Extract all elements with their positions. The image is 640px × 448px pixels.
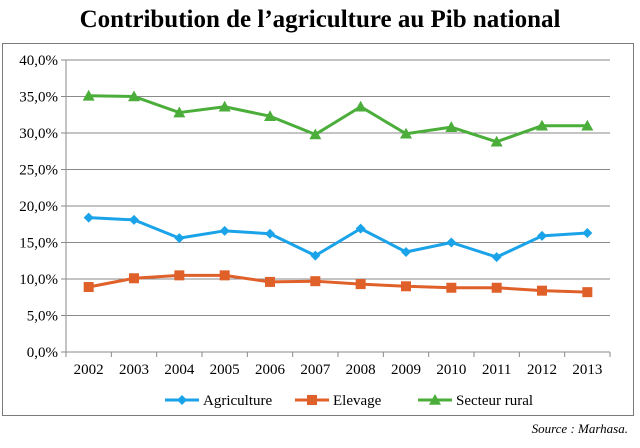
y-tick-label: 5,0% (27, 309, 58, 325)
agriculture-point (265, 228, 275, 239)
x-tick-label: 2004 (164, 362, 195, 378)
agriculture-point (537, 230, 547, 241)
x-tick-label: 2006 (255, 362, 286, 378)
secteur-rural-point (536, 119, 548, 131)
legend-swatch-marker (429, 394, 441, 405)
elevage-point (582, 287, 593, 298)
x-tick-label: 2007 (300, 362, 331, 378)
legend-item-agriculture: Agriculture (165, 393, 272, 409)
secteur-rural-point (354, 100, 367, 112)
elevage-point (446, 282, 457, 293)
elevage-point (401, 281, 411, 292)
y-tick-label: 0,0% (27, 345, 58, 361)
series-agriculture (83, 212, 593, 263)
y-tick-label: 35,0% (19, 90, 58, 106)
legend-swatch-marker (177, 395, 187, 405)
agriculture-point (83, 212, 94, 223)
secteur-rural-point (445, 121, 458, 132)
agriculture-point (355, 223, 366, 234)
elevage-point (83, 282, 94, 293)
y-tick-label: 10,0% (19, 272, 58, 288)
elevage-point (174, 270, 185, 281)
axes (61, 59, 611, 357)
chart-title: Contribution de l’agriculture au Pib nat… (79, 6, 561, 33)
x-tick-label: 2012 (527, 362, 557, 378)
x-tick-label: 2003 (119, 362, 149, 378)
elevage-line (88, 273, 588, 294)
x-tick-label: 2008 (346, 362, 376, 378)
legend-label: Agriculture (203, 393, 272, 409)
x-tick-label: 2011 (482, 362, 511, 378)
agriculture-point (129, 214, 139, 225)
legend-swatch-marker (307, 395, 317, 405)
y-tick-label: 40,0% (19, 53, 58, 69)
elevage-point (355, 279, 366, 290)
y-tick-label: 20,0% (19, 199, 58, 215)
y-tick-label: 25,0% (19, 163, 58, 179)
chart-frame (2, 43, 634, 416)
secteur-rural-line (88, 94, 588, 144)
y-tick-label: 15,0% (19, 236, 58, 252)
y-tick-label: 30,0% (19, 126, 58, 142)
elevage-point (537, 285, 547, 296)
elevage-point (265, 276, 275, 287)
series-secteur-rural (82, 89, 594, 147)
secteur-rural-point (218, 100, 231, 112)
source-note: Source : Marhasa. (531, 421, 628, 436)
x-tick-label: 2009 (391, 362, 421, 378)
elevage-point (491, 282, 502, 293)
agriculture-line (88, 216, 588, 259)
secteur-rural-point (490, 135, 503, 147)
elevage-point (310, 276, 321, 287)
secteur-rural-point (581, 119, 594, 131)
x-tick-label: 2013 (572, 362, 602, 378)
elevage-point (129, 273, 139, 284)
secteur-rural-point (264, 110, 276, 122)
series-lines (82, 89, 594, 298)
agriculture-point (401, 246, 411, 257)
agriculture-point (174, 233, 185, 244)
secteur-rural-point (82, 89, 95, 101)
agriculture-point (491, 252, 502, 263)
y-tick-labels: 0,0% 5,0% 10,0% 15,0% 20,0% 25,0% 30,0% 35,0% 40… (19, 53, 58, 361)
x-tick-labels: 2002 2003 2004 2005 2006 2007 2008 2009 2010 2011… (74, 362, 603, 378)
secteur-rural-point (309, 128, 322, 140)
legend: Agriculture Elevage Secteur rural (165, 393, 533, 409)
secteur-rural-point (173, 106, 186, 118)
x-tick-label: 2002 (74, 362, 104, 378)
legend-label: Elevage (333, 393, 382, 409)
agriculture-point (310, 250, 321, 261)
series-elevage (83, 270, 593, 298)
legend-item-elevage: Elevage (295, 393, 382, 409)
legend-label: Secteur rural (456, 393, 533, 409)
agriculture-point (219, 225, 230, 236)
agriculture-point (582, 228, 593, 239)
elevage-point (219, 270, 230, 281)
x-tick-label: 2010 (436, 362, 466, 378)
secteur-rural-point (400, 127, 412, 139)
x-tick-label: 2005 (210, 362, 240, 378)
agriculture-point (446, 237, 457, 248)
legend-item-secteur-rural: Secteur rural (418, 393, 533, 409)
secteur-rural-point (128, 90, 140, 102)
